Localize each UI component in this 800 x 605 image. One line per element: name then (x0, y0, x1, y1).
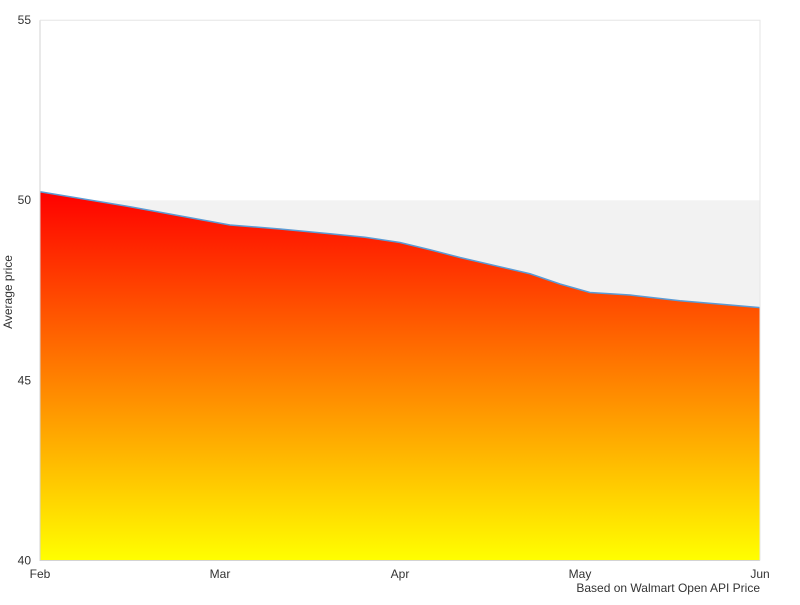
svg-text:50: 50 (18, 193, 32, 207)
svg-text:45: 45 (18, 374, 32, 388)
svg-text:Based on Walmart Open API Pric: Based on Walmart Open API Price (576, 581, 760, 595)
svg-text:Mar: Mar (210, 567, 231, 581)
svg-text:May: May (569, 567, 592, 581)
svg-text:Average price: Average price (1, 255, 15, 329)
svg-text:Jun: Jun (750, 567, 769, 581)
svg-text:Feb: Feb (30, 567, 51, 581)
svg-text:Apr: Apr (391, 567, 410, 581)
svg-text:40: 40 (18, 554, 32, 568)
svg-text:55: 55 (18, 13, 32, 27)
